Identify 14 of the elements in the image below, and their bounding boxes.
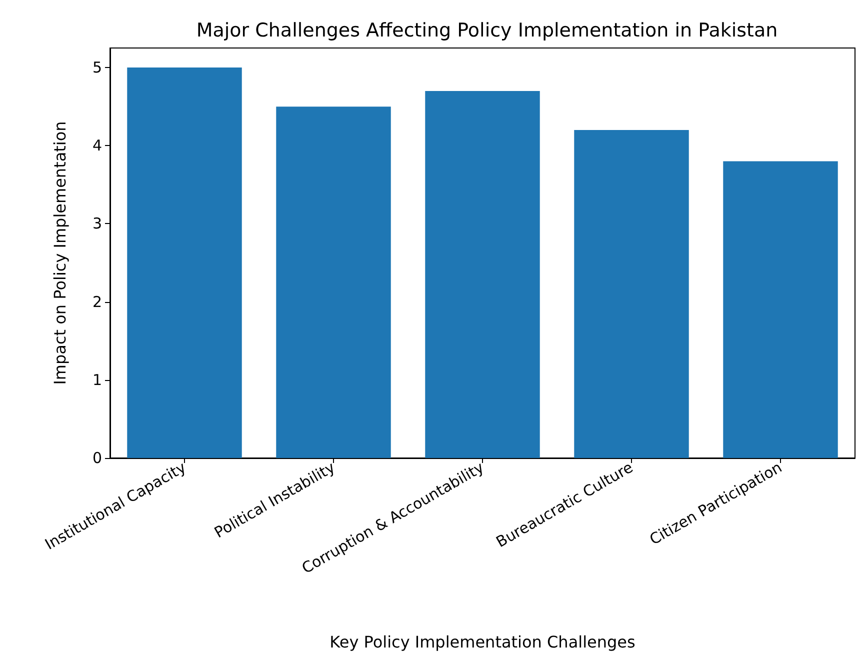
y-tick-label: 2 <box>92 292 102 311</box>
chart-title: Major Challenges Affecting Policy Implementation in Pakistan <box>196 20 778 42</box>
y-tick-label: 1 <box>92 370 102 389</box>
y-tick-label: 4 <box>92 136 102 155</box>
x-axis-title: Key Policy Implementation Challenges <box>330 632 636 652</box>
y-tick-label: 0 <box>92 449 102 467</box>
y-tick-label: 5 <box>92 58 102 77</box>
y-tick-label: 3 <box>92 214 102 233</box>
y-axis-title: Impact on Policy Implementation <box>50 121 70 385</box>
bar <box>574 130 689 458</box>
bar <box>276 106 391 458</box>
bar <box>425 90 540 458</box>
bar <box>127 68 242 458</box>
bar <box>723 161 838 458</box>
